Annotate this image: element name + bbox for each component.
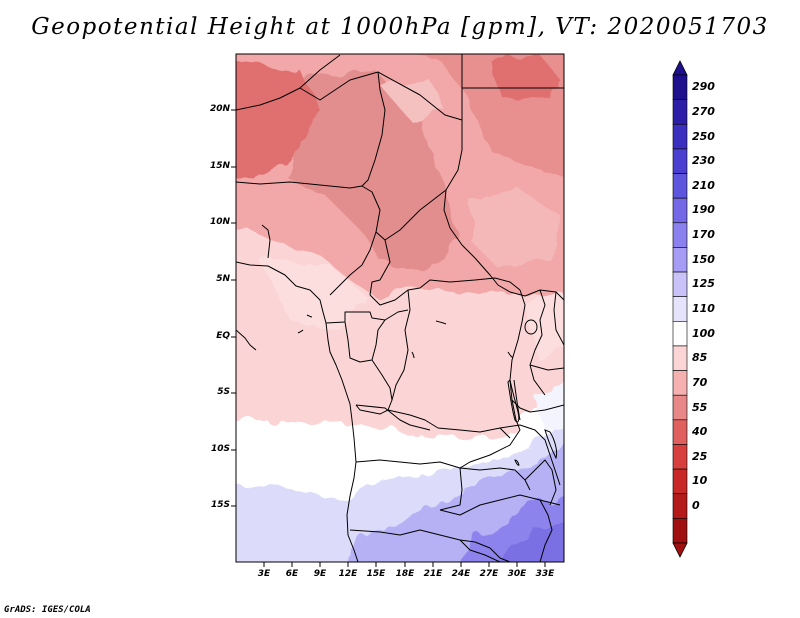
colorbar-segment [672,222,688,248]
colorbar-segment [672,321,688,347]
colorbar-segment [672,247,688,273]
colorbar-segment [672,468,688,495]
colorbar-label: 40 [692,425,708,439]
lat-tick-label: 10S [210,444,230,454]
lat-tick-label: 20N [209,104,230,114]
colorbar-top-arrow [672,60,688,76]
grads-credit: GrADS: IGES/COLA [4,605,91,615]
map-frame [235,53,565,563]
colorbar-label: 170 [692,228,715,242]
lon-tick-label: 33E [535,569,555,579]
colorbar [672,60,688,558]
lat-tick-label: 5N [216,274,230,284]
lon-tick-label: 9E [313,569,327,579]
colorbar-label: 270 [692,104,715,118]
height-field [236,54,564,562]
colorbar-label: 25 [692,449,708,463]
lat-tick-label: 5S [217,387,230,397]
country-borders [236,54,564,562]
axis-ticks [231,109,546,567]
colorbar-label: 290 [692,80,715,94]
colorbar-label: 70 [692,375,708,389]
colorbar-label: 210 [692,178,715,192]
colorbar-label: 10 [692,474,708,488]
colorbar-segment [672,271,688,297]
lon-tick-label: 15E [366,569,386,579]
colorbar-segment [672,345,688,371]
colorbar-label: 230 [692,154,715,168]
colorbar-segment [672,394,688,421]
plot-title: Geopotential Height at 1000hPa [gpm], VT… [31,14,769,40]
colorbar-segment [672,518,688,544]
colorbar-bottom-arrow [672,542,688,558]
colorbar-segment [672,296,688,322]
colorbar-segment [672,370,688,396]
colorbar-segment [672,197,688,224]
colorbar-segment [672,99,688,125]
colorbar-label: 110 [692,302,715,315]
colorbar-label: 190 [692,203,715,217]
colorbar-segment [672,493,688,519]
colorbar-label: 55 [692,400,708,414]
lon-tick-label: 24E [451,569,471,579]
colorbar-segment [672,74,688,100]
lat-tick-label: 15S [210,500,230,510]
colorbar-segment [672,419,688,445]
lakes [297,314,558,466]
lon-tick-label: 18E [395,569,415,579]
lon-tick-label: 12E [338,569,358,579]
colorbar-label: 125 [692,277,715,291]
lat-tick-label: 10N [209,217,230,227]
colorbar-segment [672,123,688,150]
lon-tick-label: 6E [285,569,299,579]
colorbar-label: 150 [692,252,715,266]
lat-tick-label: EQ [216,331,230,341]
colorbar-segment [672,173,688,199]
colorbar-segment [672,444,688,470]
lon-tick-label: 30E [507,569,527,579]
lon-tick-label: 21E [423,569,443,579]
colorbar-label: 250 [692,129,715,143]
colorbar-label: 100 [692,326,715,340]
colorbar-segment [672,148,688,174]
lon-tick-label: 27E [479,569,499,579]
lat-tick-label: 15N [209,161,230,171]
lon-tick-label: 3E [257,569,271,579]
colorbar-label: 0 [692,499,700,513]
colorbar-label: 85 [692,351,708,365]
